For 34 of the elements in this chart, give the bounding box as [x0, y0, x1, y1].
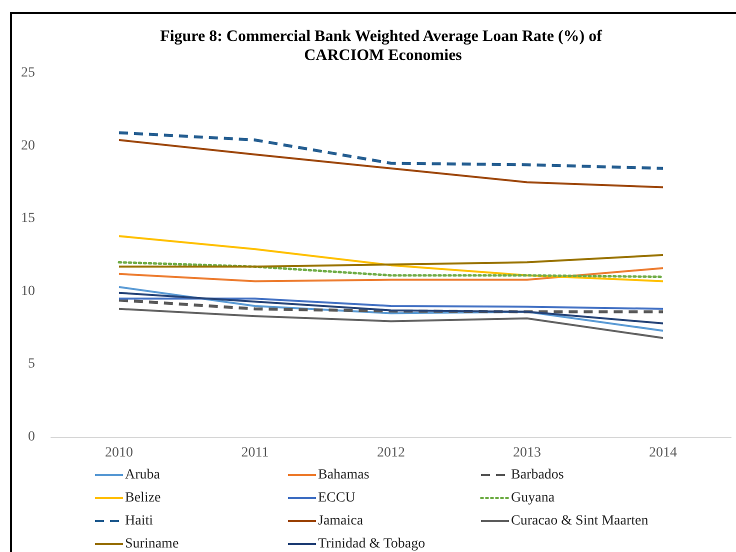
- legend-label: Guyana: [511, 490, 556, 506]
- x-tick-label: 2012: [377, 446, 405, 460]
- y-tick-label: 20: [21, 138, 35, 154]
- legend-label: Bahamas: [318, 468, 370, 482]
- x-tick-label: 2011: [241, 446, 269, 460]
- line-series: [118, 308, 664, 339]
- line-series: [118, 235, 664, 282]
- x-tick-label: 2014: [649, 446, 677, 460]
- y-tick-label: 15: [21, 211, 35, 226]
- legend-label: Suriname: [125, 536, 179, 552]
- legend-label: Aruba: [125, 468, 161, 482]
- line-series: [118, 267, 664, 282]
- x-tick-label: 2013: [513, 446, 541, 460]
- legend-label: Belize: [125, 490, 161, 506]
- line-series: [118, 131, 664, 170]
- legend-label: Curacao & Sint Maarten: [511, 514, 648, 528]
- x-tick-label: 2010: [105, 446, 133, 460]
- line-series: [118, 138, 664, 188]
- legend-label: Haiti: [125, 514, 154, 528]
- chart-title: Figure 8: Commercial Bank Weighted Average Loan Rate (%) of CARCIOM Economies: [160, 28, 606, 64]
- y-tick-label: 25: [21, 66, 35, 80]
- y-tick-label: 0: [28, 430, 35, 444]
- legend-label: Trinidad & Tobago: [318, 536, 426, 552]
- legend-label: ECCU: [318, 490, 356, 506]
- legend-label: Barbados: [511, 468, 564, 482]
- line-series: [118, 292, 664, 324]
- line-series: [118, 298, 664, 310]
- y-tick-label: 10: [21, 284, 35, 299]
- legend-label: Jamaica: [318, 514, 364, 528]
- line-series: [118, 261, 664, 278]
- line-series: [118, 298, 664, 314]
- y-tick-label: 5: [28, 356, 35, 372]
- line-series: [118, 286, 664, 332]
- line-series: [118, 254, 664, 268]
